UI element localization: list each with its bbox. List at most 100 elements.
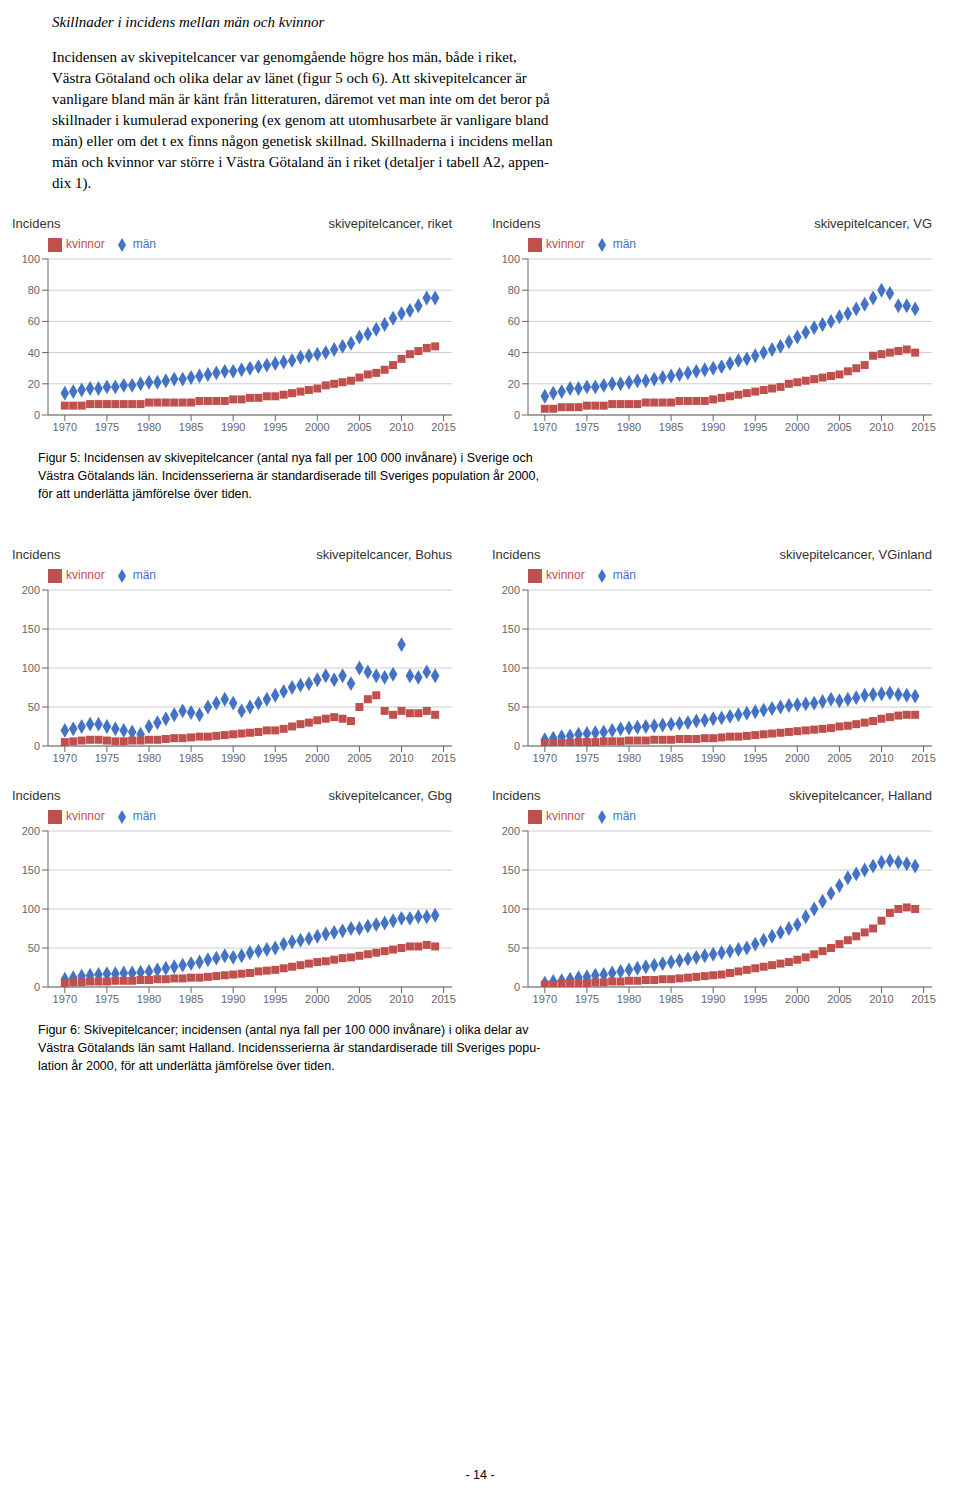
html-text:Västra Götaland och olika dela: Västra Götaland och olika delar av länet… (52, 70, 527, 86)
svg-text:1995: 1995 (743, 421, 767, 433)
svg-text:2010: 2010 (869, 752, 893, 764)
svg-text:1985: 1985 (179, 993, 203, 1005)
svg-text:2005: 2005 (347, 752, 371, 764)
svg-text:2000: 2000 (785, 421, 809, 433)
svg-text:0: 0 (514, 409, 520, 421)
svg-text:60: 60 (508, 315, 520, 327)
svg-text:1980: 1980 (617, 421, 641, 433)
svg-text:1980: 1980 (617, 752, 641, 764)
html-text:Incidensen av skivepitelcancer: Incidensen av skivepitelcancer var genom… (52, 49, 517, 65)
svg-text:1990: 1990 (221, 993, 245, 1005)
svg-text:40: 40 (28, 347, 40, 359)
svg-text:0: 0 (34, 409, 40, 421)
svg-text:200: 200 (502, 825, 520, 837)
svg-text:20: 20 (508, 378, 520, 390)
svg-text:2010: 2010 (389, 421, 413, 433)
svg-text:2000: 2000 (785, 752, 809, 764)
svg-text:150: 150 (22, 623, 40, 635)
svg-text:1985: 1985 (659, 421, 683, 433)
svg-text:150: 150 (502, 623, 520, 635)
svg-text:2000: 2000 (305, 993, 329, 1005)
svg-text:1995: 1995 (263, 752, 287, 764)
svg-text:1980: 1980 (137, 993, 161, 1005)
svg-text:50: 50 (508, 942, 520, 954)
svg-text:100: 100 (502, 253, 520, 265)
svg-text:1990: 1990 (701, 421, 725, 433)
svg-text:100: 100 (502, 903, 520, 915)
svg-text:200: 200 (22, 825, 40, 837)
svg-text:0: 0 (34, 740, 40, 752)
svg-text:1990: 1990 (701, 752, 725, 764)
svg-text:1970: 1970 (533, 993, 557, 1005)
svg-text:2015: 2015 (911, 421, 935, 433)
svg-text:1970: 1970 (53, 993, 77, 1005)
svg-text:1995: 1995 (743, 752, 767, 764)
svg-text:2015: 2015 (431, 421, 455, 433)
svg-text:1975: 1975 (95, 421, 119, 433)
svg-text:1975: 1975 (575, 993, 599, 1005)
svg-text:50: 50 (508, 701, 520, 713)
svg-text:0: 0 (514, 981, 520, 993)
svg-text:1995: 1995 (263, 993, 287, 1005)
svg-text:1995: 1995 (743, 993, 767, 1005)
svg-text:2015: 2015 (431, 993, 455, 1005)
html-text:dix 1).: dix 1). (52, 175, 92, 191)
svg-text:60: 60 (28, 315, 40, 327)
html-text:män) eller om det t ex finns n: män) eller om det t ex finns någon genet… (52, 133, 553, 149)
svg-text:1975: 1975 (575, 752, 599, 764)
svg-text:1985: 1985 (659, 752, 683, 764)
svg-text:100: 100 (502, 662, 520, 674)
svg-text:100: 100 (22, 253, 40, 265)
svg-text:1975: 1975 (95, 993, 119, 1005)
html-text:män och kvinnor var större i V: män och kvinnor var större i Västra Göta… (52, 154, 550, 170)
svg-text:100: 100 (22, 662, 40, 674)
svg-text:2005: 2005 (827, 752, 851, 764)
svg-text:1985: 1985 (659, 993, 683, 1005)
svg-text:2015: 2015 (911, 993, 935, 1005)
svg-text:1985: 1985 (179, 421, 203, 433)
svg-text:0: 0 (34, 981, 40, 993)
svg-text:2005: 2005 (827, 421, 851, 433)
html-text:vanligare bland män är känt fr: vanligare bland män är känt från littera… (52, 91, 550, 107)
svg-text:1970: 1970 (53, 752, 77, 764)
svg-text:2010: 2010 (869, 993, 893, 1005)
svg-text:1990: 1990 (221, 421, 245, 433)
svg-text:100: 100 (22, 903, 40, 915)
svg-text:2005: 2005 (347, 421, 371, 433)
svg-text:2000: 2000 (305, 752, 329, 764)
svg-text:200: 200 (502, 584, 520, 596)
svg-text:20: 20 (28, 378, 40, 390)
svg-text:150: 150 (22, 864, 40, 876)
svg-text:1980: 1980 (137, 421, 161, 433)
svg-text:0: 0 (514, 740, 520, 752)
svg-text:2005: 2005 (827, 993, 851, 1005)
svg-text:1975: 1975 (95, 752, 119, 764)
svg-text:2010: 2010 (869, 421, 893, 433)
svg-text:200: 200 (22, 584, 40, 596)
svg-text:80: 80 (508, 284, 520, 296)
svg-text:2010: 2010 (389, 993, 413, 1005)
svg-text:50: 50 (28, 701, 40, 713)
svg-text:1970: 1970 (533, 752, 557, 764)
svg-text:2000: 2000 (785, 993, 809, 1005)
svg-text:1990: 1990 (221, 752, 245, 764)
svg-text:80: 80 (28, 284, 40, 296)
svg-text:1980: 1980 (137, 752, 161, 764)
svg-text:2000: 2000 (305, 421, 329, 433)
svg-text:2010: 2010 (389, 752, 413, 764)
svg-text:1970: 1970 (53, 421, 77, 433)
svg-text:2015: 2015 (911, 752, 935, 764)
html-text:skillnader i kumulerad exponer: skillnader i kumulerad exponering (ex ge… (52, 112, 549, 128)
svg-text:1980: 1980 (617, 993, 641, 1005)
svg-text:1985: 1985 (179, 752, 203, 764)
svg-text:1995: 1995 (263, 421, 287, 433)
svg-text:1970: 1970 (533, 421, 557, 433)
svg-text:1990: 1990 (701, 993, 725, 1005)
svg-text:2005: 2005 (347, 993, 371, 1005)
svg-text:40: 40 (508, 347, 520, 359)
svg-text:1975: 1975 (575, 421, 599, 433)
svg-text:150: 150 (502, 864, 520, 876)
svg-text:50: 50 (28, 942, 40, 954)
html-text:Skillnader i incidens mellan m: Skillnader i incidens mellan män och kvi… (52, 14, 325, 30)
svg-text:2015: 2015 (431, 752, 455, 764)
